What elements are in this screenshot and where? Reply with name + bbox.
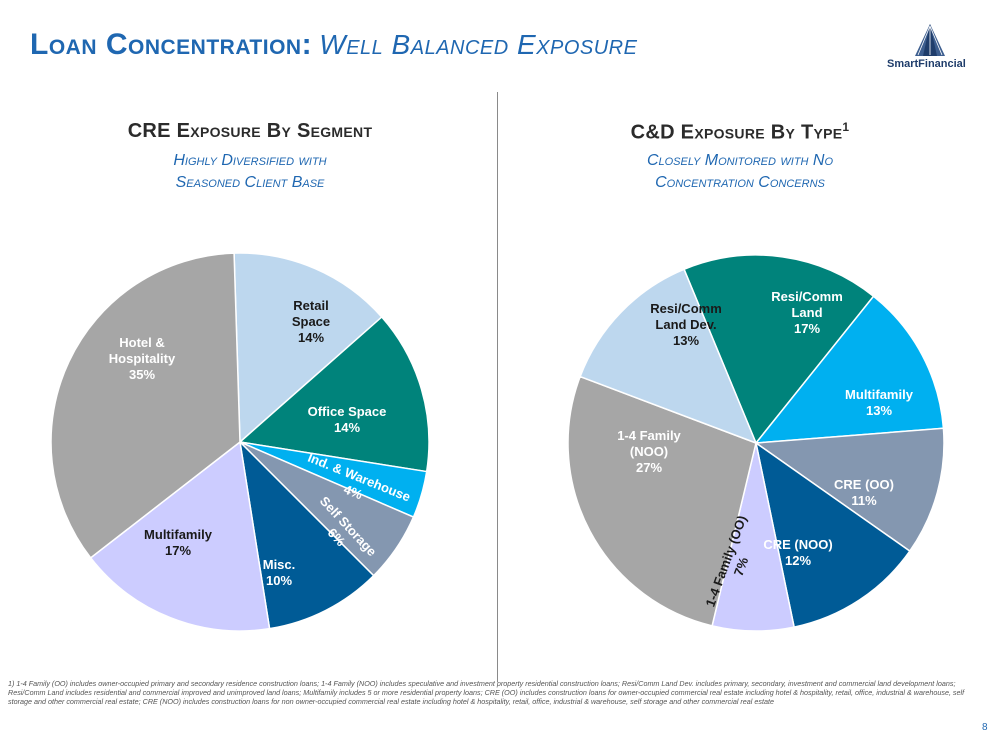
- cd-subtitle-line1: Closely Monitored with No: [646, 152, 834, 169]
- cd-slice-label-6: Resi/Comm Land Dev. 13%: [650, 301, 722, 348]
- cd-slice-0: [683, 254, 875, 445]
- cd-slice-3: [754, 441, 911, 628]
- cd-slice-2: [753, 427, 945, 553]
- footnote-marker: 1: [842, 120, 850, 134]
- page-title-italic: Well Balanced Exposure: [319, 29, 638, 60]
- cre-slice-label-5: Multifamily 17%: [144, 527, 213, 558]
- cre-slice-label-4: Misc. 10%: [263, 557, 296, 588]
- logo-text: SmartFinancial: [887, 58, 966, 70]
- cd-slice-label-5: 1-4 Family (NOO) 27%: [617, 428, 681, 475]
- cre-slice-1: [238, 315, 430, 473]
- cre-chart-subtitle: Highly Diversified with Seasoned Client …: [40, 150, 460, 194]
- cd-slice-6: [579, 268, 758, 445]
- cre-slice-label-6: Hotel & Hospitality 35%: [109, 335, 176, 382]
- cd-slice-label-1: Multifamily 13%: [845, 387, 914, 418]
- cre-slice-label-1: Office Space 14%: [308, 404, 387, 435]
- cre-chart-title: CRE Exposure By Segment: [127, 120, 373, 142]
- cre-subtitle-line2: Seasoned Client Base: [175, 174, 325, 191]
- cd-slice-label-3: CRE (NOO) 12%: [763, 537, 832, 568]
- cd-chart-title-text: C&D Exposure By Type: [630, 121, 843, 144]
- cre-slice-0: [233, 252, 383, 444]
- page-title: Loan Concentration: Well Balanced Exposu…: [30, 28, 637, 62]
- cre-slice-4: [238, 439, 375, 630]
- cd-slice-5: [567, 375, 757, 627]
- cd-subtitle-line2: Concentration Concerns: [655, 174, 825, 191]
- smartfinancial-logo-icon: [915, 24, 945, 56]
- cre-slice-label-0: Retail Space 14%: [292, 298, 330, 345]
- divider: [497, 92, 498, 682]
- cd-chart-subtitle: Closely Monitored with No Concentration …: [530, 150, 950, 194]
- page-title-main: Loan Concentration:: [30, 28, 313, 61]
- cre-slice-5: [89, 440, 271, 632]
- cre-slice-6: [50, 252, 241, 559]
- cd-slice-1: [754, 295, 945, 444]
- page-number: 8: [982, 722, 988, 733]
- footnote: 1) 1-4 Family (OO) includes owner-occupi…: [8, 679, 965, 706]
- cd-chart-title: C&D Exposure By Type1: [530, 120, 950, 145]
- cd-slice-label-0: Resi/Comm Land 17%: [771, 289, 843, 336]
- cd-slice-label-2: CRE (OO) 11%: [834, 477, 894, 508]
- cre-subtitle-line1: Highly Diversified with: [173, 152, 327, 169]
